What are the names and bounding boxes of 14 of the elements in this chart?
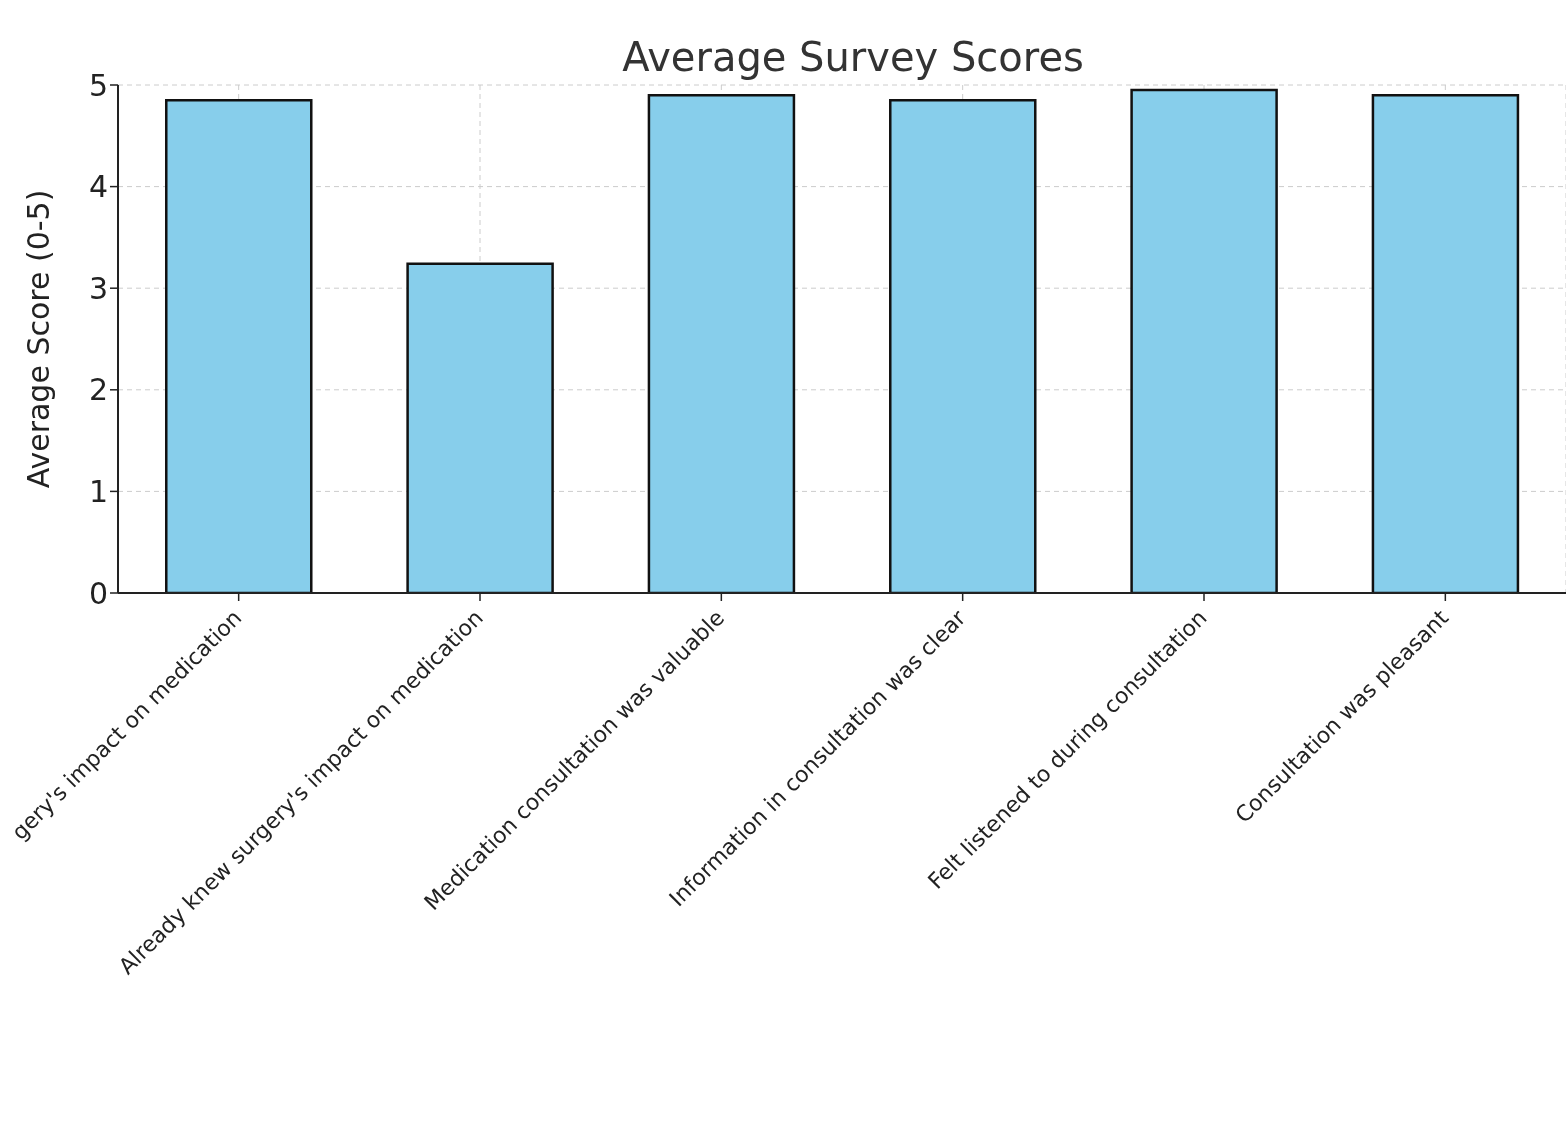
bar — [1130, 88, 1278, 593]
y-tick-label: 1 — [88, 474, 108, 510]
chart-title: Average Survey Scores — [622, 34, 1084, 80]
y-tick-label: 0 — [88, 575, 108, 611]
bar — [889, 98, 1037, 593]
y-axis-title: Average Score (0-5) — [20, 189, 56, 489]
bar — [1371, 93, 1520, 593]
y-tick-label: 3 — [88, 270, 108, 306]
bar — [165, 98, 313, 593]
y-tick-label: 4 — [88, 169, 108, 205]
y-tick-label: 2 — [88, 372, 108, 408]
bar — [647, 93, 796, 593]
y-tick-label: 5 — [88, 67, 108, 103]
bar — [406, 262, 554, 593]
